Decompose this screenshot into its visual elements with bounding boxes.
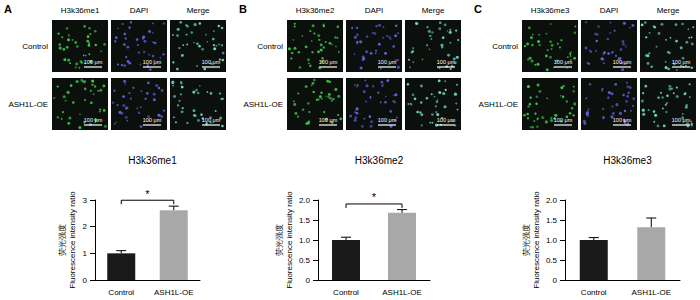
svg-text:ASH1L-OE: ASH1L-OE	[8, 100, 48, 109]
svg-text:C: C	[474, 3, 482, 15]
svg-text:H3k36me2: H3k36me2	[296, 6, 335, 15]
svg-text:1.0: 1.0	[299, 236, 311, 245]
svg-text:*: *	[145, 188, 150, 200]
svg-text:Control: Control	[257, 42, 283, 51]
svg-text:2.0: 2.0	[546, 196, 558, 205]
svg-text:Merge: Merge	[187, 6, 210, 15]
svg-text:100 μm: 100 μm	[143, 117, 162, 123]
svg-text:H3k36me1: H3k36me1	[128, 155, 177, 166]
svg-text:3: 3	[83, 196, 88, 205]
svg-text:Merge: Merge	[657, 6, 680, 15]
svg-text:Merge: Merge	[422, 6, 445, 15]
svg-text:100 μm: 100 μm	[84, 59, 103, 65]
svg-text:Control: Control	[108, 288, 134, 297]
svg-text:1.0: 1.0	[546, 236, 558, 245]
svg-text:2.0: 2.0	[299, 196, 311, 205]
svg-text:Control: Control	[22, 42, 48, 51]
svg-text:ASH1L-OE: ASH1L-OE	[382, 288, 422, 297]
svg-text:1.5: 1.5	[299, 216, 311, 225]
svg-text:0: 0	[83, 276, 88, 285]
svg-text:DAPI: DAPI	[365, 6, 384, 15]
svg-text:100 μm: 100 μm	[319, 59, 338, 65]
svg-text:100 μm: 100 μm	[319, 117, 338, 123]
svg-text:0: 0	[306, 276, 311, 285]
svg-text:荧光强度: 荧光强度	[58, 224, 67, 256]
svg-text:100 μm: 100 μm	[437, 59, 456, 65]
svg-text:H3k36me2: H3k36me2	[355, 155, 404, 166]
svg-text:B: B	[239, 3, 247, 15]
svg-text:Fluorescence intensity ratio: Fluorescence intensity ratio	[285, 191, 294, 289]
svg-text:100 μm: 100 μm	[378, 59, 397, 65]
svg-text:100 μm: 100 μm	[84, 117, 103, 123]
svg-text:荧光强度: 荧光强度	[275, 224, 284, 256]
svg-text:H3k36me3: H3k36me3	[531, 6, 570, 15]
svg-text:H3k36me1: H3k36me1	[61, 6, 100, 15]
svg-text:ASH1L-OE: ASH1L-OE	[631, 288, 671, 297]
svg-text:0: 0	[553, 276, 558, 285]
svg-text:100 μm: 100 μm	[143, 59, 162, 65]
svg-text:A: A	[4, 3, 12, 15]
svg-text:ASH1L-OE: ASH1L-OE	[478, 100, 518, 109]
svg-text:荧光强度: 荧光强度	[522, 224, 531, 256]
svg-text:100 μm: 100 μm	[672, 117, 691, 123]
svg-text:100 μm: 100 μm	[613, 59, 632, 65]
svg-text:100 μm: 100 μm	[554, 117, 573, 123]
svg-text:Control: Control	[581, 288, 607, 297]
svg-text:H3k36me3: H3k36me3	[603, 155, 652, 166]
svg-text:100 μm: 100 μm	[378, 117, 397, 123]
svg-text:1: 1	[83, 249, 88, 258]
svg-text:2: 2	[83, 222, 88, 231]
svg-text:Fluorescence intensity ratio: Fluorescence intensity ratio	[532, 191, 541, 289]
svg-text:1.5: 1.5	[546, 216, 558, 225]
svg-text:Control: Control	[492, 42, 518, 51]
svg-text:100 μm: 100 μm	[437, 117, 456, 123]
svg-text:100 μm: 100 μm	[554, 59, 573, 65]
svg-text:ASH1L-OE: ASH1L-OE	[243, 100, 283, 109]
svg-text:DAPI: DAPI	[600, 6, 619, 15]
svg-text:100 μm: 100 μm	[672, 59, 691, 65]
svg-text:0.5: 0.5	[299, 256, 311, 265]
svg-text:ASH1L-OE: ASH1L-OE	[154, 288, 194, 297]
svg-text:Control: Control	[333, 288, 359, 297]
svg-text:100 μm: 100 μm	[202, 117, 221, 123]
svg-text:*: *	[372, 191, 377, 203]
svg-text:0.5: 0.5	[546, 256, 558, 265]
svg-text:DAPI: DAPI	[130, 6, 149, 15]
svg-text:100 μm: 100 μm	[613, 117, 632, 123]
svg-text:Fluorescence intensity ratio: Fluorescence intensity ratio	[68, 191, 77, 289]
svg-text:100 μm: 100 μm	[202, 59, 221, 65]
